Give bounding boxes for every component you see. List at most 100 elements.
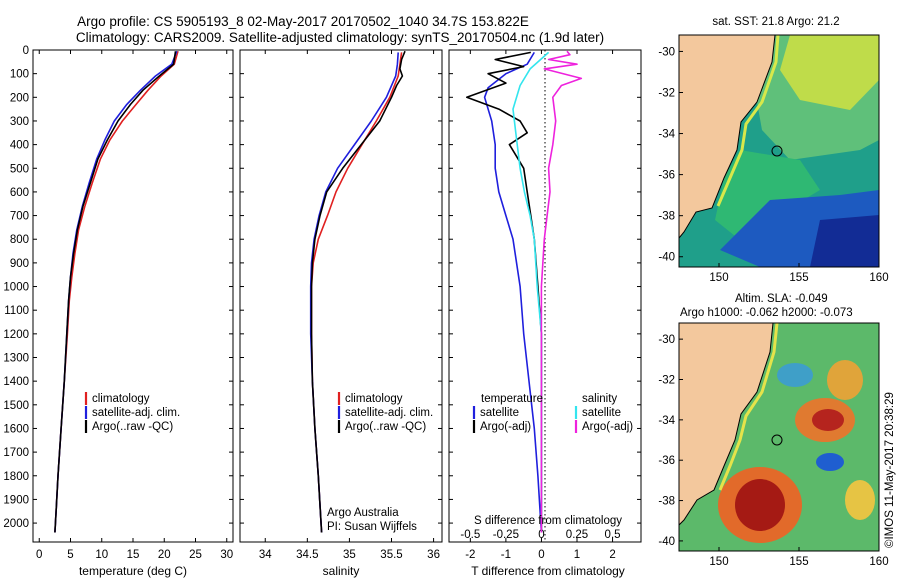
series-satellite-adj-clim bbox=[309, 52, 399, 533]
sla-negative-anomaly-north bbox=[777, 363, 813, 387]
imos-timestamp: ©IMOS 11-May-2017 20:38:29 bbox=[884, 392, 896, 548]
series-temperature-argo-adj bbox=[466, 51, 543, 533]
sla-map-field bbox=[679, 323, 879, 551]
x-tick-label: 2 bbox=[609, 549, 615, 561]
map-y-tick-label: -30 bbox=[658, 334, 675, 346]
s-tick-label: 0 bbox=[538, 529, 544, 541]
sst-map-field bbox=[679, 35, 879, 267]
legend-label-temp-satellite: satellite bbox=[480, 407, 519, 419]
sla-negative-anomaly-1 bbox=[816, 453, 844, 471]
difference-legend: temperature satellite Argo(-adj) salinit… bbox=[472, 393, 633, 433]
difference-panel: -2 -1 0 1 2 -0.5 -0.25 0 0.25 0.5 S difference f… bbox=[448, 49, 642, 578]
map-y-tick-label: -36 bbox=[658, 170, 675, 182]
legend-label-argo: Argo(..raw -QC) bbox=[92, 421, 173, 433]
sst-coldest-region bbox=[810, 215, 879, 267]
legend-title-salinity: salinity bbox=[582, 393, 617, 405]
depth-tick-label: 800 bbox=[10, 234, 29, 246]
title-line-2: Climatology: CARS2009. Satellite-adjuste… bbox=[76, 30, 604, 45]
s-tick-label: -0.25 bbox=[493, 529, 519, 541]
depth-tick-label: 0 bbox=[23, 45, 29, 57]
map-y-tick-label: -38 bbox=[658, 211, 675, 223]
x-tick-label: 25 bbox=[189, 549, 202, 561]
x-tick-label: 0 bbox=[538, 549, 544, 561]
sla-positive-anomaly-2 bbox=[827, 360, 863, 400]
sla-argo-location-marker bbox=[771, 434, 783, 446]
sla-positive-anomaly-4 bbox=[845, 480, 875, 520]
temperature-legend: climatology satellite-adj. clim. Argo(..… bbox=[84, 392, 180, 433]
legend-label-argo: Argo(..raw -QC) bbox=[345, 421, 426, 433]
annotation-pi: PI: Susan Wijffels bbox=[327, 521, 417, 533]
depth-tick-label: 1000 bbox=[3, 282, 29, 294]
series-argo-raw-qc bbox=[310, 50, 406, 533]
annotation-argo-australia: Argo Australia bbox=[327, 507, 399, 519]
legend-label-temp-argo: Argo(-adj) bbox=[480, 421, 531, 433]
map-x-tick-label: 150 bbox=[709, 556, 728, 568]
depth-tick-label: 600 bbox=[10, 187, 29, 199]
sla-coastline bbox=[679, 323, 774, 526]
series-argo-raw-qc bbox=[54, 51, 177, 533]
x-tick-label: 35 bbox=[343, 549, 356, 561]
depth-tick-group: 0 100 200 300 400 500 600 700 800 900 1000 1100 1200… bbox=[3, 45, 233, 530]
x-tick-label: 0 bbox=[36, 549, 42, 561]
sla-map-frame bbox=[678, 322, 880, 552]
x-tick-label: 10 bbox=[95, 549, 108, 561]
sst-map-frame bbox=[678, 34, 880, 268]
s-tick-label: 0.5 bbox=[605, 529, 621, 541]
salinity-series-group bbox=[309, 50, 406, 533]
depth-tick-label: 2000 bbox=[3, 518, 29, 530]
x-tick-label: -1 bbox=[501, 549, 511, 561]
legend-label-satellite: satellite-adj. clim. bbox=[92, 407, 180, 419]
depth-tick-label: 1400 bbox=[3, 376, 29, 388]
sst-mid-region bbox=[715, 150, 820, 240]
x-tick-label: 34 bbox=[259, 549, 272, 561]
depth-tick-label: 1900 bbox=[3, 494, 29, 506]
map-y-tick-label: -34 bbox=[658, 415, 675, 427]
sst-map-tick-group: 150 155 160 -30 -32 -34 -36 -38 -40 bbox=[658, 46, 888, 284]
temperature-xtick-group: 0 5 10 15 20 25 30 bbox=[36, 50, 233, 561]
map-y-tick-label: -40 bbox=[658, 252, 675, 264]
depth-tick-label: 1500 bbox=[3, 400, 29, 412]
map-y-tick-label: -36 bbox=[658, 455, 675, 467]
salinity-xtick-group: 34 34.5 35 35.5 36 bbox=[259, 50, 440, 561]
map-x-tick-label: 155 bbox=[789, 556, 808, 568]
difference-salinity-tick-group: -0.5 -0.25 0 0.25 0.5 bbox=[460, 529, 620, 541]
sla-positive-core-3 bbox=[735, 479, 785, 531]
x-tick-label: 20 bbox=[158, 549, 171, 561]
x-tick-label: 15 bbox=[127, 549, 140, 561]
sla-map-title-line2: Argo h1000: -0.062 h2000: -0.073 bbox=[680, 307, 853, 319]
depth-tick-label: 1600 bbox=[3, 423, 29, 435]
map-y-tick-label: -32 bbox=[658, 87, 675, 99]
depth-tick-label: 400 bbox=[10, 140, 29, 152]
legend-label-sal-satellite: satellite bbox=[582, 407, 621, 419]
map-y-tick-label: -30 bbox=[658, 46, 675, 58]
x-tick-label: 1 bbox=[574, 549, 580, 561]
x-tick-label: 34.5 bbox=[296, 549, 318, 561]
depth-tick-label: 100 bbox=[10, 69, 29, 81]
depth-tick-label: 1700 bbox=[3, 447, 29, 459]
sst-warmest-region bbox=[780, 35, 879, 110]
legend-label-climatology: climatology bbox=[92, 393, 150, 405]
sst-map-title: sat. SST: 21.8 Argo: 21.2 bbox=[712, 16, 839, 28]
difference-ytick-marks bbox=[449, 49, 641, 524]
s-tick-label: 0.25 bbox=[566, 529, 588, 541]
map-x-tick-label: 160 bbox=[869, 272, 888, 284]
difference-series-group bbox=[466, 50, 583, 533]
temperature-xlabel: temperature (deg C) bbox=[79, 564, 187, 578]
difference-axes-frame bbox=[448, 49, 642, 543]
sla-positive-core-1 bbox=[812, 409, 844, 431]
series-salinity-argo-adj bbox=[540, 50, 583, 533]
map-y-tick-label: -34 bbox=[658, 129, 675, 141]
x-tick-label: 30 bbox=[220, 549, 233, 561]
x-tick-label: 36 bbox=[427, 549, 440, 561]
salinity-ytick-marks bbox=[240, 49, 442, 524]
series-salinity-satellite bbox=[512, 51, 550, 533]
depth-tick-label: 700 bbox=[10, 211, 29, 223]
depth-tick-label: 300 bbox=[10, 116, 29, 128]
title-line-1: Argo profile: CS 5905193_8 02-May-2017 2… bbox=[77, 14, 529, 29]
t-difference-xlabel: T difference from climatology bbox=[471, 564, 625, 578]
s-difference-label: S difference from climatology bbox=[474, 515, 622, 527]
sst-argo-location-marker bbox=[771, 145, 783, 157]
sla-shelf-band bbox=[718, 323, 779, 491]
legend-label-satellite: satellite-adj. clim. bbox=[345, 407, 433, 419]
